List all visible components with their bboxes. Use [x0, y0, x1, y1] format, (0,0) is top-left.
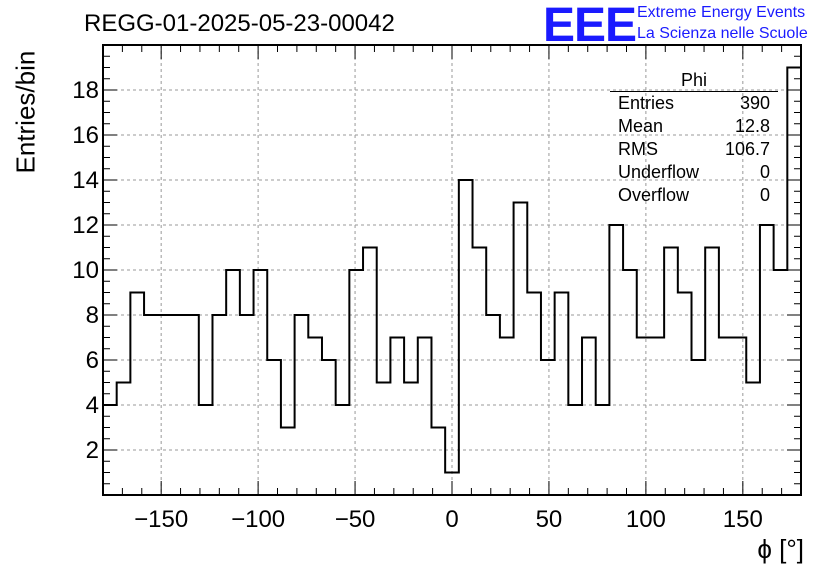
- stats-value: 0: [759, 185, 770, 205]
- histogram-bin: [144, 315, 158, 495]
- histogram-bin: [774, 270, 788, 495]
- histogram-bin: [404, 383, 418, 496]
- histogram-bin: [555, 293, 569, 496]
- stats-row: Entries 390: [610, 92, 778, 115]
- histogram-bin: [199, 405, 213, 495]
- histogram-bin: [650, 338, 664, 496]
- x-tick-label: 150: [723, 506, 763, 533]
- x-tick-label: 100: [626, 506, 666, 533]
- histogram-bin: [582, 338, 596, 496]
- histogram-bin: [377, 383, 391, 496]
- histogram-bin: [363, 248, 377, 496]
- logo-line-1: Extreme Energy Events: [637, 4, 806, 21]
- histogram-bin: [705, 248, 719, 496]
- stats-row: RMS 106.7: [610, 138, 778, 161]
- x-tick-label: −100: [231, 506, 285, 533]
- histogram-bin: [267, 360, 281, 495]
- histogram-bin: [678, 293, 692, 496]
- stats-row: Mean 12.8: [610, 115, 778, 138]
- histogram-bin: [760, 225, 774, 495]
- stats-label: Underflow: [618, 162, 700, 182]
- histogram-bin: [486, 315, 500, 495]
- histogram-bin: [459, 180, 473, 495]
- histogram-bin: [527, 293, 541, 496]
- histogram-bin: [596, 405, 610, 495]
- histogram-bin: [609, 225, 623, 495]
- histogram-bin: [390, 338, 404, 496]
- histogram-outline: [102, 66, 801, 495]
- histogram-bin: [349, 270, 363, 495]
- y-tick-label: 10: [72, 257, 99, 284]
- stats-value: 106.7: [724, 139, 770, 159]
- x-tick-label: 50: [536, 506, 563, 533]
- logo-line-2: La Scienza nelle Scuole: [637, 25, 808, 42]
- histogram-bin: [514, 203, 528, 496]
- histogram-bin: [473, 248, 487, 496]
- eee-logo: EEE: [543, 0, 637, 52]
- histogram-bin: [226, 270, 240, 495]
- stats-label: Overflow: [618, 185, 690, 205]
- stats-value: 0: [759, 162, 770, 182]
- stats-label: RMS: [618, 139, 658, 159]
- histogram-bin: [746, 383, 760, 496]
- histogram-bin: [240, 315, 254, 495]
- x-tick-label: 0: [445, 506, 458, 533]
- stats-row: Overflow 0: [610, 184, 778, 207]
- histogram-bin: [664, 248, 678, 496]
- histogram-bin: [295, 315, 309, 495]
- stats-box: Phi Entries 390 Mean 12.8 RMS 106.7 Underfl…: [610, 70, 778, 207]
- histogram-bin: [568, 405, 582, 495]
- histogram-bin: [637, 338, 651, 496]
- histogram-bin: [171, 315, 185, 495]
- stats-row: Underflow 0: [610, 161, 778, 184]
- y-tick-label: 18: [72, 77, 99, 104]
- stats-value: 12.8: [734, 116, 770, 136]
- histogram-bin: [322, 360, 336, 495]
- x-axis-label: ϕ [°]: [757, 534, 804, 564]
- histogram-bin: [431, 428, 445, 496]
- histogram-bin: [158, 315, 172, 495]
- histogram-bin: [117, 383, 131, 496]
- y-tick-label: 16: [72, 122, 99, 149]
- histogram-bin: [541, 360, 555, 495]
- histogram-bin: [308, 338, 322, 496]
- histogram-bin: [418, 338, 432, 496]
- y-tick-label: 6: [86, 347, 99, 374]
- histogram-bin: [185, 315, 199, 495]
- chart-title: REGG-01-2025-05-23-00042: [84, 10, 395, 37]
- histogram-bin: [281, 428, 295, 496]
- y-tick-label: 4: [86, 392, 99, 419]
- y-tick-label: 14: [72, 167, 99, 194]
- y-tick-label: 8: [86, 302, 99, 329]
- y-tick-label: 12: [72, 212, 99, 239]
- histogram-bin: [254, 270, 268, 495]
- histogram-bin: [692, 360, 706, 495]
- stats-title: Phi: [610, 70, 778, 92]
- x-tick-label: −150: [134, 506, 188, 533]
- histogram-bin: [500, 338, 514, 496]
- stats-label: Mean: [618, 116, 664, 136]
- y-tick-label: 2: [86, 437, 99, 464]
- x-tick-label: −50: [335, 506, 376, 533]
- histogram-bin: [130, 293, 144, 496]
- histogram-bin: [336, 405, 350, 495]
- stats-label: Entries: [618, 93, 675, 113]
- histogram-bin: [719, 338, 733, 496]
- histogram-bin: [733, 338, 747, 496]
- stats-value: 390: [739, 93, 770, 113]
- histogram-bin: [623, 270, 637, 495]
- histogram-bin: [212, 315, 226, 495]
